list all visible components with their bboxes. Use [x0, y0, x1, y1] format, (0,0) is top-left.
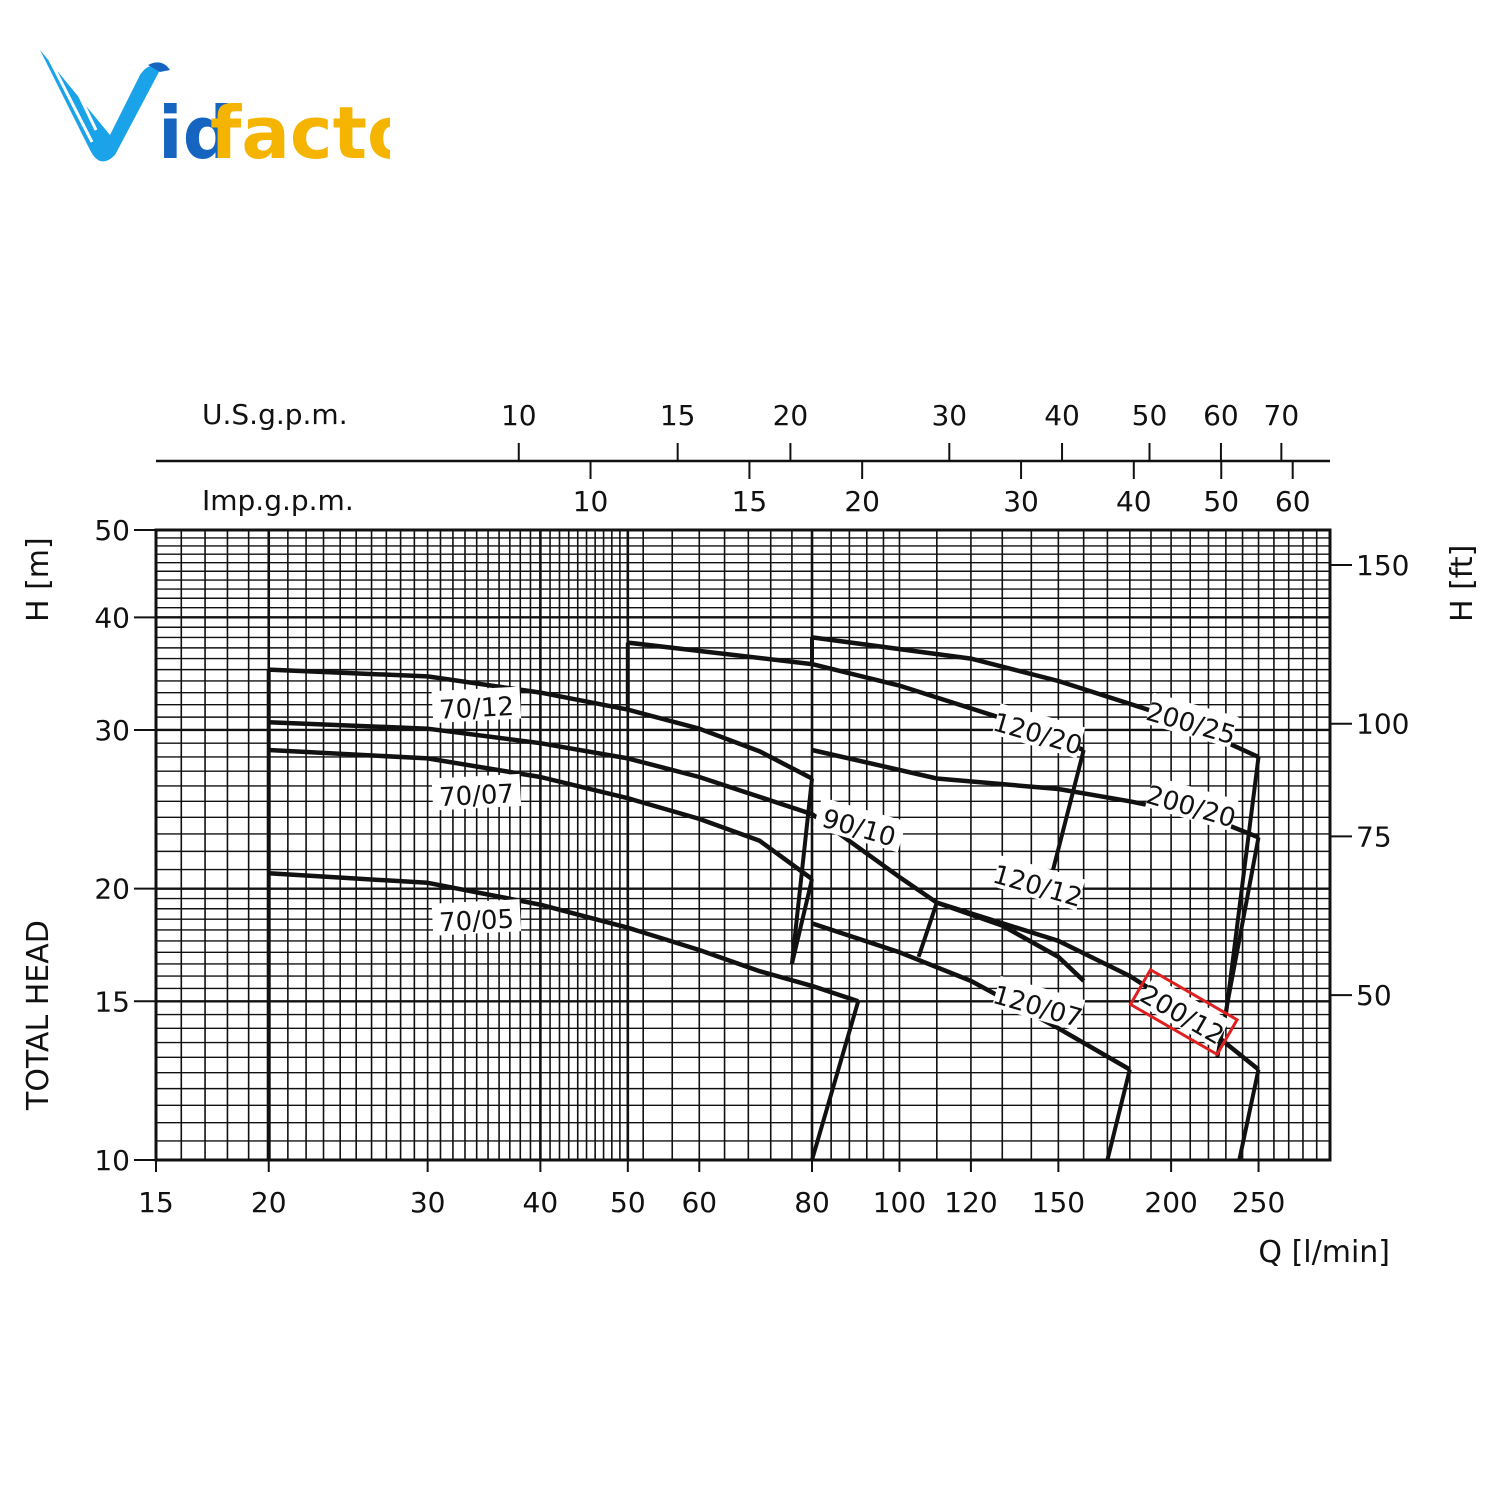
y-axis-left-unit: H [m] — [21, 537, 56, 622]
curve-label-bg — [1145, 692, 1239, 748]
top-axis-us-label: U.S.g.p.m. — [202, 398, 348, 431]
x-tick-label: 250 — [1232, 1186, 1285, 1219]
curve-label-bg — [1145, 775, 1239, 831]
us-tick-label: 10 — [501, 399, 537, 432]
highlight-box — [1128, 967, 1240, 1057]
curve-label-70-05: 70/05 — [431, 899, 522, 939]
curve-label-text: 70/05 — [438, 905, 514, 939]
curve-label-90-10: 90/10 — [813, 797, 907, 853]
curve-120-07 — [811, 921, 1131, 1072]
imp-tick-label: 10 — [573, 485, 609, 518]
y-axis-right-unit: H [ft] — [1445, 545, 1480, 622]
logo-text-id: id — [158, 91, 234, 175]
y-axis-left: 10 15 20 30 40 50 — [94, 514, 156, 1177]
x-tick-label: 60 — [681, 1186, 717, 1219]
curve-label-bg — [1137, 976, 1230, 1048]
y-tick-label: 10 — [94, 1144, 130, 1177]
us-tick-label: 20 — [773, 399, 809, 432]
curve-label-text: 70/12 — [438, 692, 514, 726]
curve-70-05 — [268, 871, 859, 1004]
imp-tick-label: 30 — [1003, 485, 1039, 518]
imp-tick-label: 40 — [1116, 485, 1152, 518]
x-axis-title: Q [l/min] — [1258, 1235, 1390, 1270]
curve-boundary — [810, 1000, 861, 1161]
plot-border — [154, 528, 1332, 1162]
curve-70-07 — [268, 747, 814, 881]
x-tick-label: 120 — [944, 1186, 997, 1219]
bird-icon — [40, 50, 170, 162]
curve-label-text: 70/07 — [438, 779, 514, 813]
curve-label-120-07: 120/07 — [989, 975, 1086, 1034]
y-tick-label: 30 — [94, 714, 130, 747]
us-tick-label: 40 — [1044, 399, 1080, 432]
curve-labels: 70/1270/0770/0590/10120/20120/12120/0720… — [431, 686, 1240, 1057]
x-tick-label: 150 — [1032, 1186, 1085, 1219]
y-tick-label: 50 — [94, 514, 130, 547]
y-right-tick-label: 75 — [1356, 820, 1392, 853]
logo-text-factor: factor — [210, 91, 390, 175]
us-tick-label: 60 — [1203, 399, 1239, 432]
x-tick-label: 20 — [251, 1186, 287, 1219]
y-right-tick-label: 50 — [1356, 979, 1392, 1012]
top-axis-imp-label: Imp.g.p.m. — [202, 484, 354, 517]
y-axis-left-title: TOTAL HEAD — [21, 920, 56, 1111]
plot-frame — [154, 528, 1332, 1162]
curve-label-120-20: 120/20 — [989, 703, 1086, 762]
curve-label-bg — [431, 773, 522, 811]
y-right-tick-label: 100 — [1356, 708, 1409, 741]
us-tick-label: 15 — [660, 399, 696, 432]
y-tick-label: 40 — [94, 601, 130, 634]
x-tick-label: 200 — [1144, 1186, 1197, 1219]
curve-90-10 — [268, 719, 939, 905]
top-axes: 10 15 20 30 40 50 60 70 10 15 20 30 40 50 60 — [156, 399, 1330, 518]
x-tick-label: 40 — [523, 1186, 559, 1219]
curve-label-bg — [991, 703, 1086, 759]
x-tick-label: 100 — [873, 1186, 926, 1219]
us-tick-label: 30 — [931, 399, 967, 432]
imp-tick-label: 15 — [732, 485, 768, 518]
imp-tick-label: 50 — [1203, 485, 1239, 518]
y-axis-right: 50 75 100 150 — [1330, 549, 1409, 1012]
y-tick-label: 20 — [94, 873, 130, 906]
x-tick-label: 15 — [138, 1186, 174, 1219]
x-tick-label: 50 — [610, 1186, 646, 1219]
us-tick-label: 70 — [1264, 399, 1300, 432]
curve-label-bg — [991, 855, 1086, 911]
curve-label-70-07: 70/07 — [431, 773, 522, 813]
curve-label-bg — [813, 797, 907, 853]
curve-label-120-12: 120/12 — [989, 855, 1086, 914]
x-tick-label: 80 — [794, 1186, 830, 1219]
y-tick-label: 15 — [94, 985, 130, 1018]
x-axis: 15 20 30 40 50 60 80 100 120 150 200 250 — [138, 1160, 1285, 1219]
curve-label-bg — [431, 899, 522, 936]
chart-grid — [155, 529, 1331, 1161]
imp-tick-label: 20 — [844, 485, 880, 518]
y-right-tick-label: 150 — [1356, 549, 1409, 582]
curve-boundary — [789, 778, 814, 965]
curve-boundary — [1237, 1069, 1261, 1161]
us-tick-label: 50 — [1132, 399, 1168, 432]
curve-label-70-12: 70/12 — [431, 686, 522, 726]
curve-boundary — [916, 901, 939, 958]
curve-boundary — [1105, 1069, 1132, 1161]
curve-boundary — [789, 878, 814, 965]
x-tick-label: 30 — [410, 1186, 446, 1219]
imp-tick-label: 60 — [1275, 485, 1311, 518]
curve-boundary — [1051, 749, 1086, 871]
curve-label-bg — [431, 686, 522, 724]
curve-boundary — [1062, 960, 1086, 983]
vidfactor-logo: id factor — [40, 50, 390, 175]
curve-label-bg — [991, 975, 1086, 1031]
